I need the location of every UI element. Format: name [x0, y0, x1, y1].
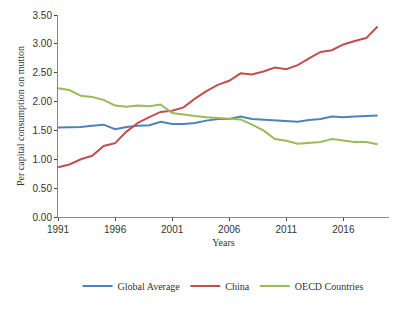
svg-text:3.00: 3.00 — [33, 38, 53, 49]
svg-text:Global Average: Global Average — [118, 281, 181, 292]
svg-text:1991: 1991 — [47, 224, 70, 235]
svg-text:China: China — [225, 281, 249, 292]
svg-text:1.00: 1.00 — [33, 154, 53, 165]
svg-text:2006: 2006 — [218, 224, 241, 235]
svg-text:0.50: 0.50 — [33, 183, 53, 194]
svg-text:Per capital consumption on mut: Per capital consumption on mutton — [15, 46, 26, 186]
svg-text:2016: 2016 — [332, 224, 355, 235]
svg-text:1.50: 1.50 — [33, 125, 53, 136]
svg-text:2011: 2011 — [276, 224, 298, 235]
svg-text:3.50: 3.50 — [33, 10, 53, 21]
svg-text:0.00: 0.00 — [33, 212, 53, 223]
svg-text:1996: 1996 — [104, 224, 127, 235]
svg-text:2001: 2001 — [161, 224, 184, 235]
svg-text:2.50: 2.50 — [33, 67, 53, 78]
svg-text:Years: Years — [212, 237, 234, 248]
svg-text:2.00: 2.00 — [33, 96, 53, 107]
svg-text:OECD Countries: OECD Countries — [295, 281, 364, 292]
